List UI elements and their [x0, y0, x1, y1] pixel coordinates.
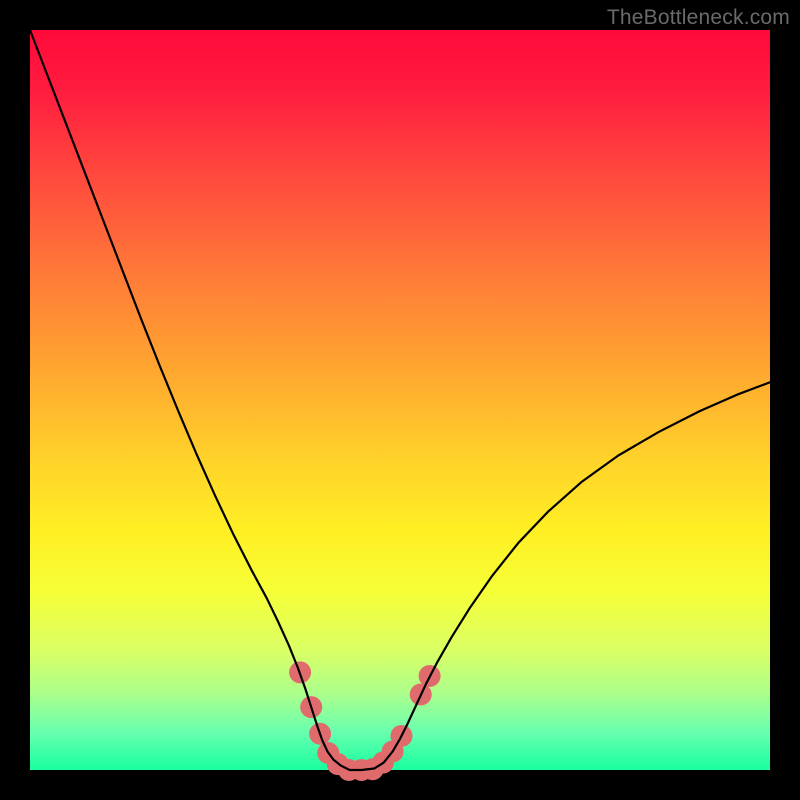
curve-markers-group — [289, 661, 441, 781]
plot-area — [30, 30, 770, 770]
chart-stage: TheBottleneck.com — [0, 0, 800, 800]
curve-layer — [30, 30, 770, 770]
bottleneck-curve — [30, 30, 770, 770]
watermark-text: TheBottleneck.com — [607, 6, 790, 30]
